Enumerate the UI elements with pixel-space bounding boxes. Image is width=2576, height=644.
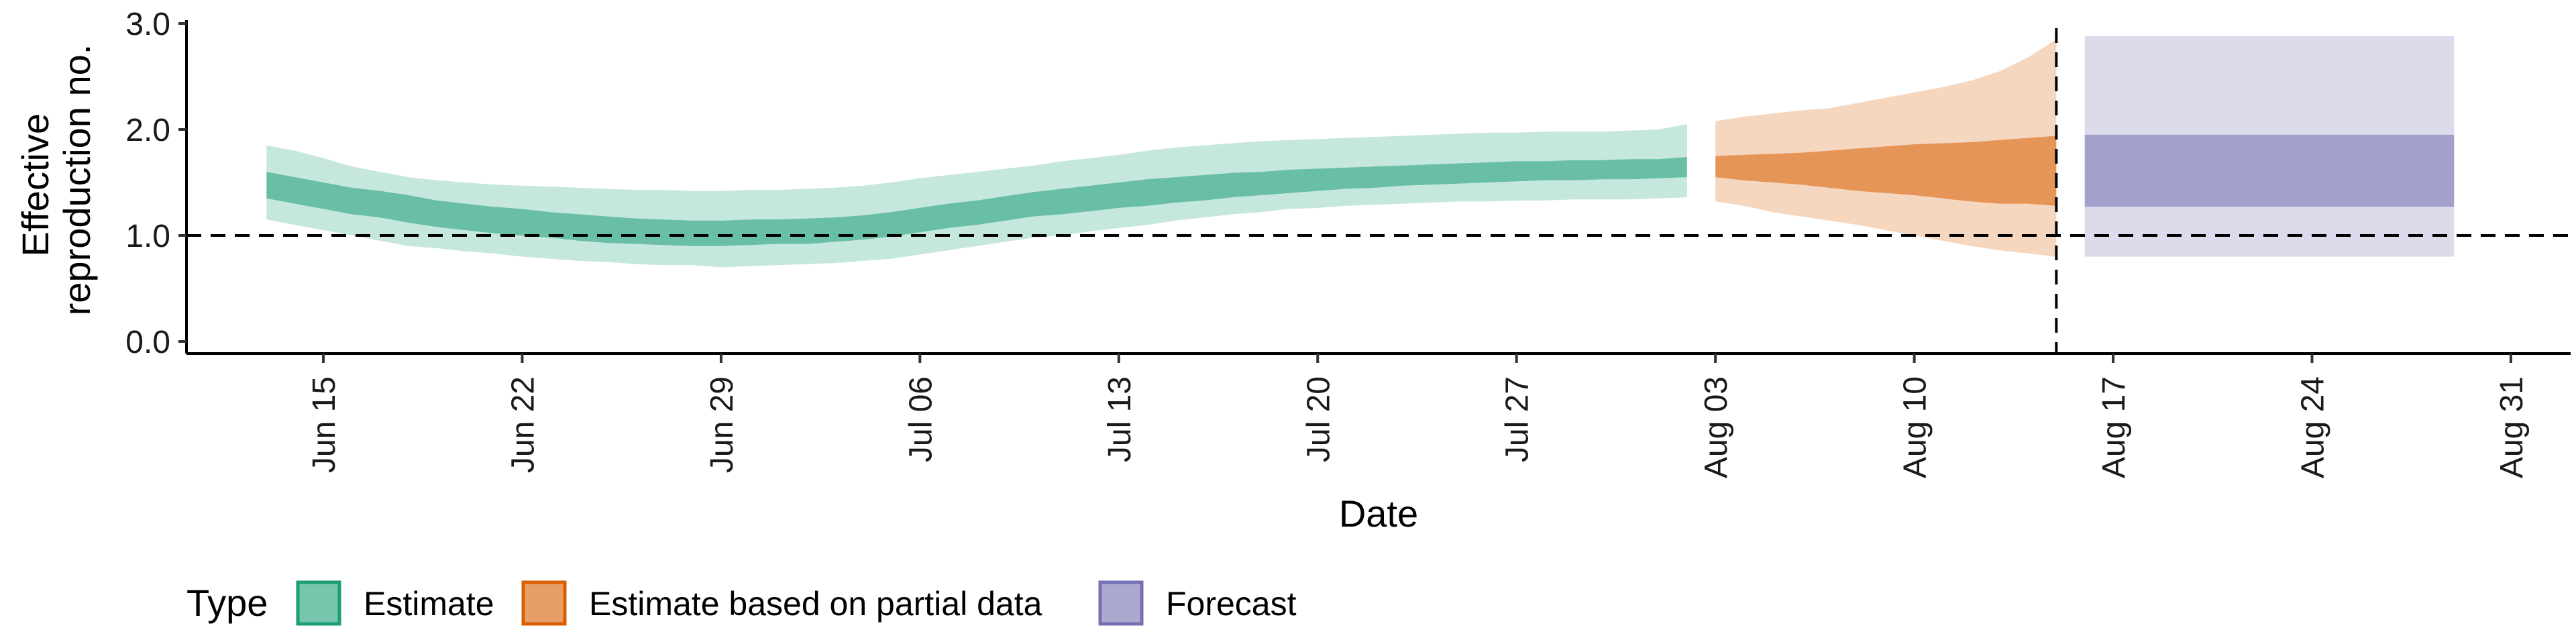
axes (185, 20, 2571, 355)
x-tick-label: Jun 15 (307, 376, 342, 473)
band-layer (266, 36, 2455, 268)
y-tick-label: 0.0 (125, 325, 170, 360)
x-tick-label: Jul 13 (1102, 376, 1138, 462)
estimate-band-50 (266, 157, 1687, 246)
legend-label-estimate-based-on-partial-data: Estimate based on partial data (589, 585, 1042, 623)
legend-title: Type (186, 582, 268, 624)
x-ticks: Jun 15 Jun 22 Jun 29 Jul 06 Jul 13 Jul 20 Jul … (307, 354, 2530, 478)
legend-swatch-forecast (1098, 580, 1144, 626)
reference-lines (186, 28, 2571, 354)
y-tick-label: 3.0 (125, 7, 170, 42)
y-axis-title-line-1: Effective (14, 113, 56, 257)
y-axis-title-line-2: reproduction no. (56, 44, 98, 316)
legend-label-estimate: Estimate (364, 585, 494, 623)
x-tick-label: Aug 10 (1898, 376, 1933, 478)
x-tick-label: Aug 17 (2096, 376, 2132, 478)
y-axis-title: Effective reproduction no. (14, 44, 98, 316)
estimate-band-90 (266, 124, 1687, 268)
y-ticks: 0.0 1.0 2.0 3.0 (125, 7, 186, 360)
x-tick-label: Aug 31 (2494, 376, 2530, 478)
x-tick-label: Jul 06 (903, 376, 938, 462)
estimate-based-on-partial-data-band-50 (1715, 136, 2057, 206)
legend-swatch-estimate-based-on-partial-data (521, 580, 567, 626)
x-tick-label: Aug 03 (1699, 376, 1734, 478)
x-tick-label: Jun 29 (704, 376, 740, 473)
x-tick-label: Jul 20 (1301, 376, 1336, 462)
forecast-band-50 (2084, 134, 2455, 207)
y-tick-label: 1.0 (125, 219, 170, 254)
x-tick-label: Jun 22 (505, 376, 541, 473)
legend-swatch-estimate (296, 580, 341, 626)
legend: Type Estimate Estimate based on partial d… (186, 580, 1297, 626)
legend-label-forecast: Forecast (1166, 585, 1297, 623)
y-tick-label: 2.0 (125, 113, 170, 148)
x-tick-label: Aug 24 (2296, 376, 2331, 478)
x-tick-label: Jul 27 (1500, 376, 1536, 462)
x-axis-title: Date (1339, 492, 1418, 535)
